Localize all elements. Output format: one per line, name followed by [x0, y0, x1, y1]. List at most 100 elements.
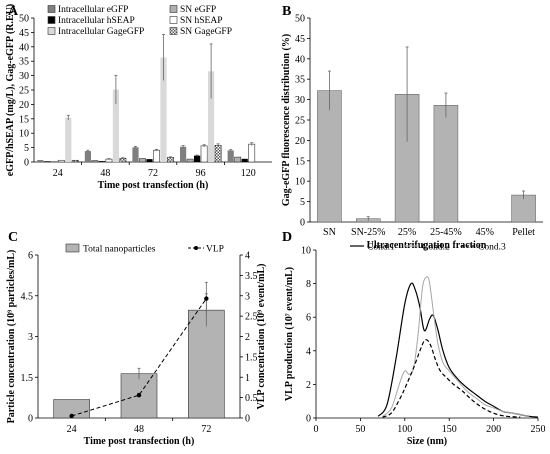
y-axis-title: eGFP/hSEAP (mg/L), Gag-eGFP (R.EU) — [5, 4, 16, 177]
legend-swatch — [47, 27, 56, 35]
y-tick-label: 20 — [295, 136, 305, 147]
legend-marker — [194, 246, 198, 250]
x-axis-title: Ultracentrifugation fraction — [367, 240, 487, 251]
x-tick-label: 25% — [398, 227, 416, 238]
bar — [188, 309, 225, 419]
panel-c-chart: 0 1.5 3 4.5 6 0 0.5 1 1.5 2 2.5 3 3.5 4 24 48 72 Particle… — [6, 243, 267, 447]
legend-label: SN eGFP — [180, 5, 216, 15]
bar — [91, 160, 99, 163]
x-tick-label: 72 — [148, 168, 158, 179]
legend-swatch — [169, 27, 178, 35]
y-axis-title: Particle concentration (10⁹ particles/mL… — [6, 250, 17, 424]
y-tick-label: 5 — [300, 197, 305, 208]
panel-letter-b: B — [282, 4, 291, 19]
bar — [37, 159, 44, 162]
y-tick-label-right: 3 — [245, 291, 250, 302]
vlp-point — [204, 296, 209, 301]
vlp-line — [71, 298, 207, 417]
legend-label: Total nanoparticles — [83, 245, 156, 255]
legend-swatch — [169, 16, 178, 24]
x-tick-label: 25-45% — [430, 227, 462, 238]
y-tick-label-right: 3.5 — [245, 271, 258, 282]
x-axis-title: Size (nm) — [407, 436, 447, 447]
x-tick-label: 48 — [100, 168, 110, 179]
y-tick-label: 45 — [19, 28, 29, 39]
bar — [511, 194, 536, 223]
y-tick-label: 0 — [24, 158, 29, 169]
y-tick-label-right: 2.5 — [245, 312, 258, 323]
legend-swatch — [47, 5, 56, 13]
x-axis-title: Time post transfection (h) — [98, 180, 209, 191]
y-tick-label-right: 2 — [245, 332, 250, 343]
series-line-cond1 — [377, 282, 539, 418]
bar — [84, 151, 91, 162]
bar — [180, 146, 187, 162]
legend-swatch — [65, 243, 80, 253]
y-tick-label: 0 — [306, 414, 311, 425]
bar — [200, 145, 208, 163]
bar — [43, 161, 51, 163]
legend-label: Intracellular hSEAP — [58, 16, 135, 26]
y-tick-label: 35 — [295, 75, 305, 86]
bar — [160, 57, 167, 162]
bar — [132, 147, 139, 162]
y-tick-label: 25 — [19, 86, 29, 97]
bar — [153, 149, 160, 163]
y-tick-label: 0 — [300, 218, 305, 229]
panel-letter-a: A — [8, 4, 19, 19]
y-tick-label: 1.5 — [21, 373, 34, 384]
bar — [186, 158, 194, 163]
legend-label: Cond.3 — [478, 243, 506, 253]
bar — [112, 89, 119, 162]
x-tick-label: 200 — [486, 424, 501, 435]
legend-swatch — [169, 5, 178, 13]
y-tick-label: 45 — [295, 34, 305, 45]
x-tick-label: SN — [323, 227, 336, 238]
x-tick-label: 120 — [241, 168, 256, 179]
bar — [65, 117, 72, 162]
bar — [241, 158, 248, 162]
legend-label: SN hSEAP — [180, 16, 223, 26]
x-tick-label: 45% — [476, 227, 494, 238]
x-tick-label: 48 — [134, 424, 144, 435]
x-tick-label: 0 — [314, 424, 319, 435]
y-tick-label: 50 — [295, 14, 305, 25]
vlp-point — [136, 392, 142, 398]
x-tick-label: 96 — [196, 168, 206, 179]
x-tick-label: 72 — [201, 424, 211, 435]
bar — [139, 158, 146, 163]
bar — [227, 150, 234, 162]
y-tick-label: 35 — [19, 57, 29, 68]
vlp-point — [69, 413, 74, 419]
legend-swatch — [47, 16, 56, 24]
x-tick-label: 50 — [355, 424, 365, 435]
bar — [71, 159, 79, 163]
series-line-cond2 — [382, 276, 530, 417]
y-tick-label-right: 1.5 — [245, 352, 258, 363]
bar — [208, 71, 215, 162]
bar — [98, 161, 105, 162]
y-tick-label: 25 — [295, 116, 305, 127]
y-tick-label: 20 — [19, 100, 29, 111]
y-tick-label: 3 — [28, 332, 33, 343]
bar — [248, 143, 256, 163]
bar — [146, 159, 153, 162]
x-tick-label: 150 — [442, 424, 457, 435]
y-tick-label: 6 — [306, 313, 311, 324]
bar — [234, 156, 242, 163]
x-tick-label: 250 — [531, 424, 546, 435]
y-tick-label: 10 — [19, 129, 29, 140]
legend-label: Cond.1 — [367, 243, 395, 253]
legend-label: Intracellular eGFP — [58, 5, 128, 15]
panel-a-chart: 0 5 10 15 20 25 30 35 40 45 50 24 48 72 96 120 eGFP/hSEA… — [5, 4, 272, 191]
y-tick-label: 40 — [295, 54, 305, 65]
series-line-cond3 — [382, 339, 521, 418]
x-tick-label: Pellet — [512, 227, 535, 238]
y-tick-label: 0 — [28, 414, 33, 425]
y-tick-label: 15 — [19, 114, 29, 125]
y-tick-label: 30 — [19, 71, 29, 82]
legend-label: Cond.2 — [422, 243, 450, 253]
y-tick-label: 4 — [306, 346, 311, 357]
bar — [194, 155, 201, 162]
